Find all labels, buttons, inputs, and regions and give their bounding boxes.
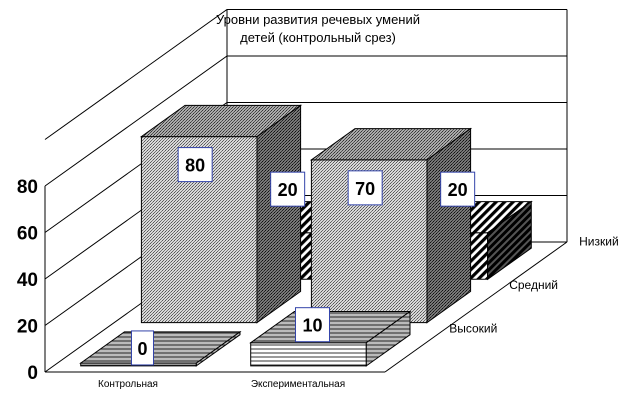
y-tick-label: 0: [27, 363, 38, 384]
bar: [249, 310, 412, 367]
chart-title: детей (контрольный срез): [240, 30, 396, 45]
series-label: Средний: [509, 278, 558, 292]
data-label-box: [177, 147, 213, 183]
chart-title: Уровни развития речевых умений: [216, 12, 420, 27]
bar: [79, 330, 242, 367]
chart-walls: [44, 9, 568, 373]
gridline: [44, 55, 567, 187]
data-label: 20: [278, 180, 298, 200]
bar: [309, 127, 473, 324]
bar-top: [79, 331, 242, 364]
bar: [139, 104, 303, 324]
category-label: Контрольная: [98, 379, 158, 390]
bar-side: [195, 330, 241, 367]
data-label: 10: [302, 316, 322, 336]
y-tick-label: 80: [17, 177, 38, 198]
data-label: 0: [137, 339, 147, 359]
series-label: Высокий: [449, 321, 497, 335]
data-label: 70: [355, 179, 375, 199]
data-label: 20: [448, 180, 468, 200]
data-label-box: [347, 170, 383, 206]
data-label-box: [130, 330, 154, 366]
data-label-box: [294, 307, 330, 343]
y-tick-label: 20: [17, 317, 38, 338]
bar-front: [250, 342, 367, 367]
bar-side: [256, 104, 302, 324]
data-label-box: [440, 171, 476, 207]
series-label: Низкий: [579, 235, 619, 249]
y-tick-label: 40: [17, 270, 38, 291]
chart-bars: [79, 104, 533, 367]
y-tick-label: 60: [17, 224, 38, 245]
bar-side: [365, 310, 411, 367]
bar-side: [487, 200, 532, 281]
data-label-box: [270, 171, 306, 207]
data-label: 80: [185, 156, 205, 176]
depth-axis: [384, 241, 568, 373]
category-label: Экспериментальная: [251, 379, 345, 390]
chart-labels: 0 20 40 60 80 Контрольная Экспериментальная Выс…: [17, 12, 619, 390]
bar-side: [426, 127, 472, 324]
gridline: [44, 9, 567, 140]
